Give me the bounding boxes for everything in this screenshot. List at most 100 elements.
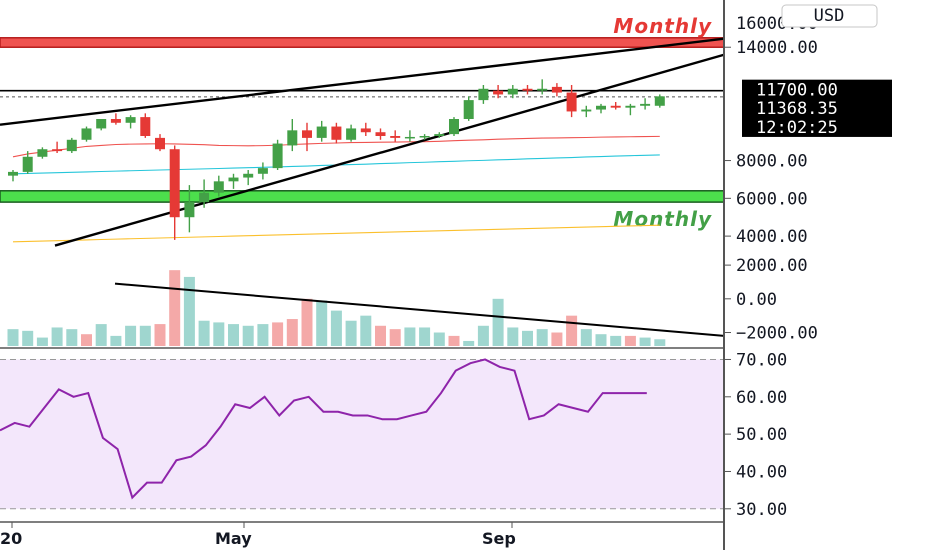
currency-button-label[interactable]: USD <box>814 6 845 26</box>
currency-button[interactable]: USD <box>781 4 878 28</box>
candle-body <box>551 86 562 93</box>
volume-bar <box>345 320 357 346</box>
candle-body <box>478 88 489 101</box>
candle <box>346 124 357 142</box>
volume-bar <box>492 298 504 346</box>
candle-body <box>360 128 371 133</box>
volume-tick-label: −2000.00 <box>736 324 818 344</box>
candle <box>478 85 489 104</box>
price-tag-label: 12:02:25 <box>756 118 838 138</box>
price-tick-label: 6000.00 <box>736 189 808 209</box>
candle <box>493 85 504 99</box>
candle <box>37 147 48 159</box>
volume-bar <box>154 324 166 346</box>
candle <box>169 145 180 240</box>
axes <box>0 0 731 550</box>
resistance-zone-label: Monthly <box>613 14 712 38</box>
volume-bar <box>375 325 386 346</box>
volume-bar <box>286 319 298 346</box>
rsi-pane <box>0 347 724 510</box>
candle <box>140 113 151 138</box>
volume-bar <box>566 315 578 346</box>
support-zone <box>0 190 725 203</box>
volume-bar <box>507 327 519 346</box>
price-tick-label: 8000.00 <box>736 152 808 172</box>
candle <box>302 122 312 152</box>
candle-body <box>522 88 533 91</box>
volume-bar <box>139 325 151 346</box>
candle-body <box>8 171 18 176</box>
candle <box>257 162 268 180</box>
currency-button-bg[interactable] <box>781 4 878 28</box>
volume-bar <box>580 329 592 346</box>
price-tick-label: 14000.00 <box>736 38 818 58</box>
candle <box>96 119 107 131</box>
candle-body <box>331 126 342 140</box>
volume-bar <box>654 339 666 346</box>
candle-body <box>22 156 33 172</box>
candle-body <box>493 90 504 95</box>
candle <box>640 98 651 110</box>
candle-body <box>184 202 195 218</box>
volume-bar <box>242 325 254 346</box>
candle-body <box>125 117 136 123</box>
volume-trendline <box>114 282 725 337</box>
candle-body <box>346 128 357 140</box>
candle <box>390 130 401 142</box>
candle <box>537 79 548 95</box>
volume-bar <box>522 330 533 346</box>
candle <box>522 85 533 95</box>
volume-bar <box>624 335 636 346</box>
rsi-tick-label: 40.00 <box>736 462 787 482</box>
volume-bar <box>183 276 195 346</box>
price-tag <box>742 116 892 137</box>
candle-body <box>463 100 474 119</box>
time-tick-label: May <box>215 529 252 548</box>
candle-body <box>37 149 48 157</box>
wedge-lower-trendline <box>54 53 725 247</box>
volume-bar <box>477 325 489 346</box>
price-tag-label: 11700.00 <box>756 81 838 101</box>
volume-bar <box>198 320 210 346</box>
price-tag <box>742 79 892 100</box>
candle-body <box>581 109 592 112</box>
candle-body <box>287 130 298 146</box>
volume-bar <box>595 334 607 346</box>
volume-bar <box>36 337 48 346</box>
candle <box>596 103 606 114</box>
volume-bar <box>389 329 401 346</box>
volume-bar <box>228 324 239 346</box>
candle-body <box>110 119 121 123</box>
volume-bar <box>213 322 225 346</box>
rsi-band <box>0 359 724 509</box>
candle-body <box>81 128 92 140</box>
volume-bar <box>51 327 63 346</box>
candle-body <box>537 88 548 91</box>
candle <box>272 139 283 170</box>
time-tick-label: Sep <box>482 529 516 548</box>
candle <box>52 141 63 153</box>
candle-body <box>199 192 210 203</box>
support-zone-label: Monthly <box>613 207 712 231</box>
candle-body <box>625 105 636 108</box>
candle <box>566 85 577 118</box>
candle <box>213 175 224 197</box>
candle <box>375 128 386 140</box>
candle-body <box>316 126 327 138</box>
volume-bar <box>639 337 651 346</box>
candle-body <box>155 137 165 150</box>
volume-bar <box>330 310 342 346</box>
rsi-line <box>0 358 647 500</box>
candle-body <box>66 139 77 152</box>
candle <box>419 134 430 140</box>
candle <box>125 115 136 129</box>
candle <box>360 122 371 136</box>
candle <box>22 151 33 174</box>
price-tag <box>742 97 892 118</box>
volume-bar <box>448 335 460 346</box>
candle <box>404 130 415 142</box>
candle <box>449 117 459 136</box>
rsi-tick-label: 70.00 <box>736 350 787 370</box>
candle <box>8 170 18 182</box>
